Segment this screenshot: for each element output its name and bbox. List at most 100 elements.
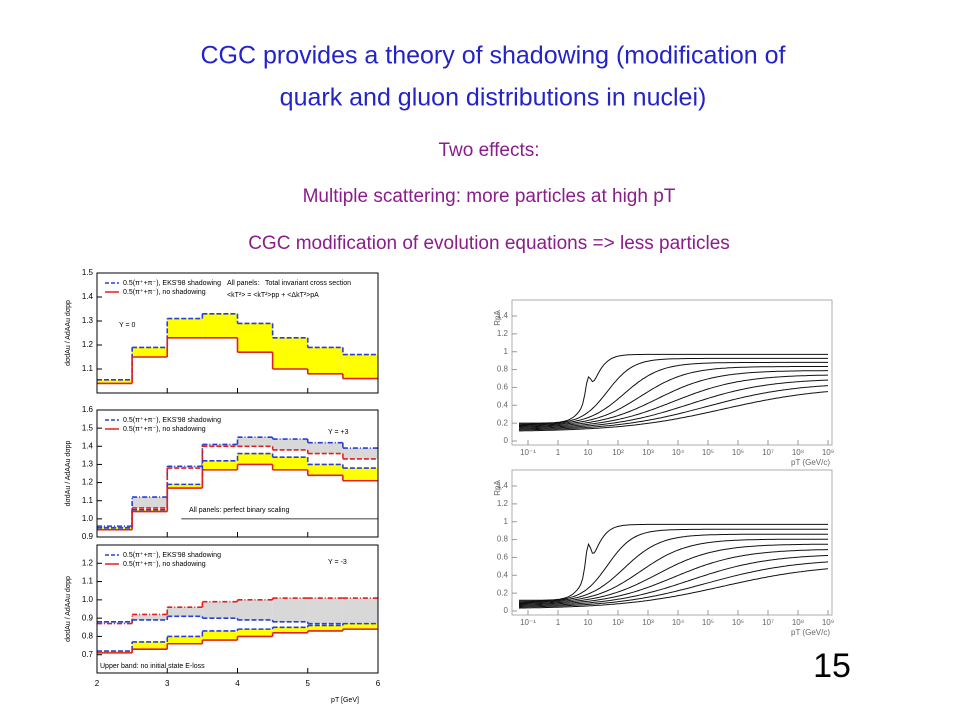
curve bbox=[519, 543, 828, 605]
y-tick-label: 0.7 bbox=[82, 650, 94, 659]
legend-label: 0.5(π⁺+π⁻), EKS'98 shadowing bbox=[123, 280, 221, 287]
yellow-band bbox=[97, 527, 133, 530]
y-tick-label: 1.0 bbox=[82, 514, 94, 523]
panel-label: Y = +3 bbox=[328, 429, 349, 436]
gray-band bbox=[167, 466, 203, 469]
yellow-band bbox=[132, 347, 168, 357]
yellow-band bbox=[342, 354, 378, 379]
yellow-band bbox=[202, 313, 238, 338]
legend-label: 0.5(π⁺+π⁻), EKS'98 shadowing bbox=[123, 417, 221, 424]
curve bbox=[519, 361, 828, 426]
y-tick-label: 0.6 bbox=[497, 383, 509, 392]
left-figure: 1.1 1.2 1.3 1.4 1.5 0.5(π⁺+π⁻), EKS'98 shadow… bbox=[55, 268, 387, 704]
yellow-band bbox=[342, 468, 378, 481]
y-tick-label: 1.4 bbox=[497, 481, 509, 490]
yellow-band bbox=[132, 641, 168, 650]
legend-label: 0.5(π⁺+π⁻), EKS'98 shadowing bbox=[123, 552, 221, 559]
x-tick-label: 1 bbox=[556, 448, 561, 457]
curve bbox=[518, 568, 829, 609]
panel-frame bbox=[511, 299, 833, 446]
y-tick-label: 0.6 bbox=[497, 553, 509, 562]
y-axis-label: dσdAu / AdAAu dσpp bbox=[65, 300, 72, 366]
gray-band bbox=[202, 601, 238, 619]
yellow-band bbox=[342, 623, 378, 630]
x-tick-label: 10⁵ bbox=[702, 448, 714, 457]
gray-band bbox=[132, 614, 168, 620]
text-line: Two effects: bbox=[438, 140, 539, 161]
panel: 0 0.2 0.4 0.6 0.8 1 1.2 1.4 10⁻¹ 1 10 10² 10³ 10⁴ 10⁵ 1… bbox=[493, 469, 834, 637]
gray-band bbox=[97, 621, 133, 624]
x-tick-label: 10² bbox=[612, 448, 624, 457]
gray-band bbox=[342, 598, 378, 626]
y-tick-label: 1.2 bbox=[82, 558, 94, 567]
gray-band bbox=[167, 607, 203, 617]
curve bbox=[519, 385, 829, 431]
y-axis-label: dσdAu / AdAAu dσpp bbox=[65, 576, 72, 642]
panel-note: Total invariant cross section bbox=[265, 280, 351, 287]
x-tick-label: 10⁷ bbox=[762, 448, 774, 457]
yellow-band bbox=[237, 629, 273, 637]
curve bbox=[519, 549, 828, 606]
y-tick-label: 1.5 bbox=[82, 423, 94, 432]
y-tick-label: 1.2 bbox=[497, 499, 509, 508]
gray-band bbox=[97, 526, 133, 528]
yellow-band bbox=[307, 347, 343, 374]
y-axis-label: RpA bbox=[493, 480, 502, 496]
y-tick-label: 1.3 bbox=[82, 316, 94, 325]
panel-label: Y = 0 bbox=[119, 322, 136, 329]
curve bbox=[519, 366, 828, 427]
x-axis-label: pT (GeV/c) bbox=[791, 628, 830, 637]
y-tick-label: 0.4 bbox=[497, 570, 509, 579]
curve bbox=[519, 555, 828, 607]
x-tick-label: 10³ bbox=[642, 448, 654, 457]
y-tick-label: 0.8 bbox=[497, 365, 509, 374]
panel-note: <kT²> = <kT²>pp + <ΔkT²>pA bbox=[227, 292, 319, 299]
x-axis-label: pT [GeV] bbox=[331, 697, 359, 704]
y-tick-label: 0.2 bbox=[497, 418, 509, 427]
gray-band bbox=[307, 598, 343, 624]
y-tick-label: 1 bbox=[504, 517, 509, 526]
y-tick-label: 0.4 bbox=[497, 400, 509, 409]
x-tick-label: 10⁹ bbox=[822, 448, 834, 457]
x-tick-label: 6 bbox=[376, 679, 381, 688]
y-tick-label: 0.9 bbox=[82, 613, 94, 622]
x-axis-label: pT (GeV/c) bbox=[791, 458, 830, 467]
yellow-band bbox=[97, 651, 133, 653]
gray-band bbox=[272, 439, 308, 450]
x-tick-label: 3 bbox=[165, 679, 170, 688]
y-tick-label: 0.2 bbox=[497, 588, 509, 597]
y-tick-label: 1 bbox=[504, 347, 509, 356]
y-axis-label: RpA bbox=[493, 310, 502, 326]
slide-title: CGC provides a theory of shadowing (modi… bbox=[200, 42, 785, 70]
curve bbox=[519, 353, 828, 424]
slide-title: quark and gluon distributions in nuclei) bbox=[280, 84, 707, 112]
y-tick-label: 1.6 bbox=[82, 405, 94, 414]
yellow-band bbox=[202, 460, 238, 470]
curve bbox=[519, 391, 829, 432]
y-tick-label: 1.4 bbox=[82, 441, 94, 450]
curve bbox=[519, 357, 828, 425]
x-tick-label: 10⁹ bbox=[822, 618, 834, 627]
y-tick-label: 1.1 bbox=[82, 364, 94, 373]
x-tick-label: 4 bbox=[235, 679, 240, 688]
x-tick-label: 10⁸ bbox=[792, 618, 804, 627]
y-tick-label: 0.8 bbox=[497, 535, 509, 544]
y-tick-label: 1.1 bbox=[82, 496, 94, 505]
gray-band bbox=[132, 497, 168, 508]
panel-frame bbox=[511, 469, 833, 616]
gray-band bbox=[342, 448, 378, 459]
curve bbox=[519, 538, 829, 604]
yellow-band bbox=[272, 337, 308, 369]
panel: 0.9 1.0 1.1 1.2 1.3 1.4 1.5 1.6 0.5(π⁺+π⁻), EKS'… bbox=[65, 405, 379, 541]
panel: 0 0.2 0.4 0.6 0.8 1 1.2 1.4 10⁻¹ 1 10 10² 10³ 10⁴ 10⁵ 1… bbox=[493, 299, 834, 467]
curve bbox=[519, 370, 828, 428]
legend-label: 0.5(π⁺+π⁻), no shadowing bbox=[123, 561, 206, 568]
x-tick-label: 5 bbox=[306, 679, 311, 688]
yellow-band bbox=[237, 453, 273, 465]
yellow-band bbox=[167, 318, 203, 338]
panel: 1.1 1.2 1.3 1.4 1.5 0.5(π⁺+π⁻), EKS'98 shadow… bbox=[65, 268, 379, 394]
yellow-band bbox=[272, 627, 308, 633]
x-tick-label: 10 bbox=[584, 448, 593, 457]
y-tick-label: 1.2 bbox=[82, 340, 94, 349]
x-tick-label: 10³ bbox=[642, 618, 654, 627]
